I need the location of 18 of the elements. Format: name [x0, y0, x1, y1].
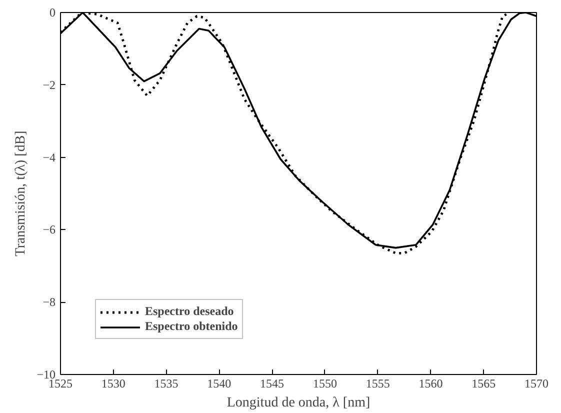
x-tick-label: 1570: [524, 376, 548, 390]
y-tick-label: −2: [42, 78, 56, 92]
x-axis-title: Longitud de onda, λ [nm]: [226, 396, 370, 410]
x-tick-label: 1550: [312, 376, 337, 390]
y-tick-label: −8: [42, 295, 56, 310]
x-tick-label: 1565: [472, 376, 496, 390]
y-tick-label: 0: [50, 6, 56, 20]
y-axis-title: Transmisión, t(λ) [dB]: [14, 130, 29, 256]
x-tick-label: 1545: [260, 376, 284, 390]
x-tick-label: 1555: [366, 376, 390, 390]
x-tick-label: 1540: [207, 376, 232, 390]
x-tick-label: 1530: [101, 376, 126, 390]
y-tick-label: −6: [42, 222, 56, 237]
legend-label: Espectro obtenido: [145, 319, 238, 334]
legend-label: Espectro deseado: [145, 304, 234, 319]
y-tick-label: −4: [42, 150, 56, 164]
x-tick-label: 1535: [154, 376, 178, 390]
x-tick-label: 1560: [418, 376, 443, 390]
